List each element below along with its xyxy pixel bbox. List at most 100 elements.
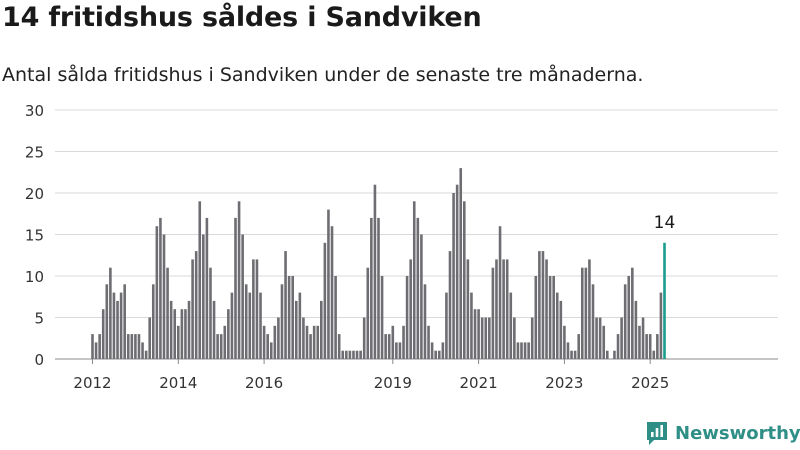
bar: [298, 292, 302, 359]
bar: [173, 309, 177, 359]
bar: [248, 292, 252, 359]
bar: [123, 284, 126, 359]
bar: [645, 334, 648, 359]
bar: [294, 300, 298, 359]
bar: [269, 342, 273, 359]
bar: [109, 267, 112, 359]
bar: [327, 209, 330, 359]
bar: [198, 201, 202, 359]
chart-subtitle: Antal sålda fritidshus i Sandviken under…: [2, 64, 644, 86]
bar: [437, 350, 441, 359]
bar: [94, 342, 98, 359]
bar: [377, 217, 380, 359]
bar: [416, 217, 420, 359]
bar: [659, 292, 663, 359]
bar: [402, 325, 405, 359]
bar: [348, 350, 352, 359]
y-tick-label: 30: [25, 102, 44, 120]
bar: [623, 284, 627, 359]
bar: [452, 193, 455, 359]
y-tick-label: 5: [34, 310, 44, 328]
bar: [570, 350, 573, 359]
bar: [627, 276, 631, 359]
x-tick-label: 2019: [374, 374, 412, 392]
bar: [491, 267, 495, 359]
bar: [312, 325, 316, 359]
bar: [305, 325, 309, 359]
bar: [105, 284, 109, 359]
bar: [530, 317, 534, 359]
bar: [466, 259, 470, 359]
bar: [577, 334, 580, 359]
bar: [212, 300, 216, 359]
bar: [291, 276, 294, 359]
bar: [230, 292, 234, 359]
bar: [116, 300, 119, 359]
bar: [302, 317, 305, 359]
bar: [631, 267, 634, 359]
bar: [141, 342, 144, 359]
bar: [620, 317, 623, 359]
bar: [384, 334, 387, 359]
bar: [477, 309, 480, 359]
bar: [316, 325, 320, 359]
bar: [648, 334, 652, 359]
bar: [144, 350, 148, 359]
bar: [516, 342, 520, 359]
brand-logo: Newsworthy: [645, 419, 800, 447]
bar: [98, 334, 101, 359]
bar: [559, 300, 563, 359]
bar: [112, 292, 116, 359]
x-tick-label: 2023: [545, 374, 583, 392]
bar: [259, 292, 262, 359]
bar: [223, 325, 227, 359]
bar: [330, 226, 334, 359]
bar: [266, 334, 269, 359]
bar: [606, 350, 609, 359]
bar: [541, 251, 545, 359]
bar: [227, 309, 230, 359]
bar: [427, 325, 430, 359]
bar: [359, 350, 362, 359]
bar: [209, 267, 212, 359]
bar: [366, 267, 370, 359]
bar: [495, 259, 498, 359]
bar: [373, 184, 377, 359]
bar: [652, 350, 656, 359]
y-tick-label: 25: [25, 144, 44, 162]
bar: [345, 350, 348, 359]
bar: [284, 251, 287, 359]
bar: [588, 259, 591, 359]
x-tick-label: 2012: [73, 374, 111, 392]
latest-value-label: 14: [654, 213, 676, 233]
bar: [520, 342, 523, 359]
bar: [398, 342, 402, 359]
x-tick-label: 2014: [159, 374, 197, 392]
bar: [255, 259, 259, 359]
bar: [595, 317, 598, 359]
bar: [159, 217, 162, 359]
bar: [584, 267, 588, 359]
y-tick-label: 15: [25, 227, 44, 245]
bar: [591, 284, 595, 359]
bar: [355, 350, 359, 359]
bar: [430, 342, 434, 359]
bar: [309, 334, 312, 359]
bar: [205, 217, 209, 359]
bar: [337, 334, 341, 359]
bar: [459, 168, 463, 359]
bar: [580, 267, 584, 359]
bar: [273, 325, 277, 359]
bar: [423, 284, 427, 359]
bar: [613, 350, 616, 359]
bar: [162, 234, 166, 359]
bar: [151, 284, 155, 359]
bar: [552, 276, 555, 359]
bar: [391, 325, 395, 359]
bar: [191, 259, 194, 359]
y-tick-label: 20: [25, 185, 44, 203]
bar: [488, 317, 491, 359]
bar: [463, 201, 466, 359]
bar: [505, 259, 509, 359]
